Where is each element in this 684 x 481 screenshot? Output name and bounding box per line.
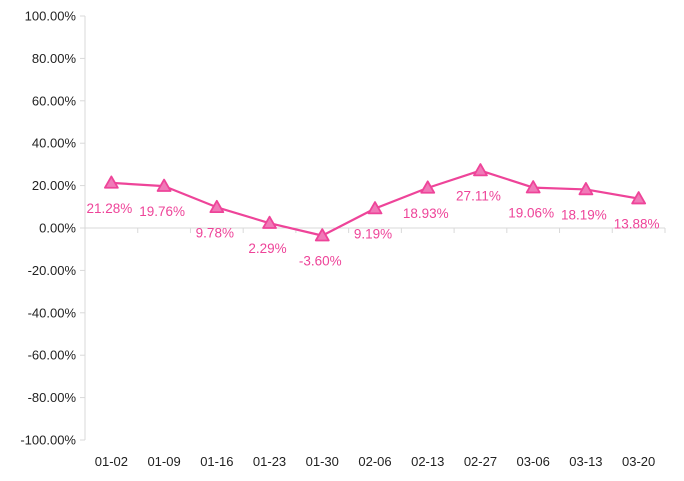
data-label: 21.28% (86, 201, 132, 216)
data-point-marker (525, 180, 541, 194)
data-label-layer: 21.28% 19.76% 9.78% 2.29% -3.60% 9.19% 18.93% 2… (86, 189, 659, 269)
data-label: 13.88% (614, 217, 660, 232)
data-label: 9.78% (196, 225, 234, 240)
data-point-marker (631, 191, 647, 205)
data-label: 9.19% (354, 227, 392, 242)
x-tick-label: 01-16 (200, 454, 233, 469)
data-label: 19.06% (508, 206, 554, 221)
data-label: 27.11% (456, 189, 501, 204)
y-tick-label: 40.00% (32, 136, 77, 151)
data-point-marker (314, 228, 330, 242)
y-tick-label: -100.00% (20, 433, 76, 448)
series-layer (103, 163, 647, 242)
data-label: 18.19% (561, 207, 607, 222)
x-tick-label: 01-09 (147, 454, 180, 469)
data-point-marker (103, 175, 119, 189)
y-tick-label: 0.00% (39, 221, 76, 236)
y-tick-label: -80.00% (28, 390, 77, 405)
x-axis: 01-02 01-09 01-16 01-23 01-30 02-06 02-13 02-27… (84, 227, 666, 469)
data-point-marker (156, 178, 172, 192)
data-label: 18.93% (403, 206, 449, 221)
x-tick-label: 02-06 (358, 454, 391, 469)
x-tick-label: 03-06 (517, 454, 550, 469)
data-point-marker (578, 182, 594, 196)
data-label: -3.60% (299, 254, 342, 269)
x-tick-label: 01-02 (95, 454, 128, 469)
data-label: 19.76% (139, 204, 185, 219)
y-axis: 100.00% 80.00% 60.00% 40.00% 20.00% 0.00% -20.… (20, 9, 86, 448)
x-tick-label: 03-20 (622, 454, 655, 469)
x-tick-label: 02-27 (464, 454, 497, 469)
y-tick-label: -40.00% (28, 305, 77, 320)
data-point-marker (367, 201, 383, 215)
x-tick-label: 01-30 (306, 454, 339, 469)
data-point-marker (209, 199, 225, 214)
x-tick-label: 01-23 (253, 454, 286, 469)
y-tick-label: -20.00% (28, 263, 77, 278)
y-tick-label: 80.00% (32, 51, 77, 66)
y-tick-label: -60.00% (28, 348, 77, 363)
y-tick-label: 60.00% (32, 93, 77, 108)
x-tick-label: 02-13 (411, 454, 444, 469)
y-tick-label: 20.00% (32, 178, 77, 193)
data-point-marker (262, 215, 277, 229)
data-point-marker (473, 163, 488, 177)
y-tick-label: 100.00% (25, 9, 77, 24)
x-tick-label: 03-13 (569, 454, 602, 469)
data-label: 2.29% (248, 241, 286, 256)
data-point-marker (420, 180, 436, 194)
